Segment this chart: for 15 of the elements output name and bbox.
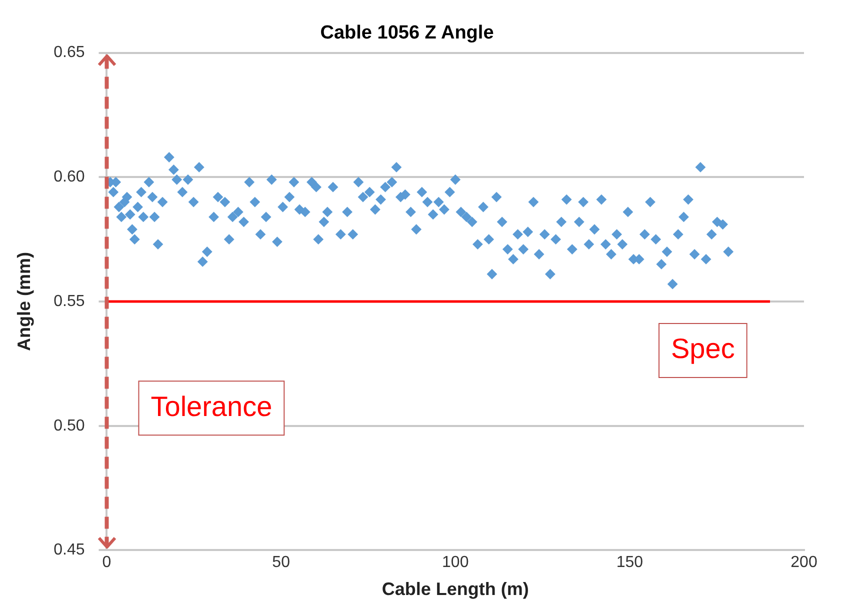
y-tick-label: 0.60 — [54, 168, 85, 186]
y-axis-title: Angle (mm) — [14, 252, 34, 351]
y-tick-label: 0.55 — [54, 292, 85, 310]
y-tick-label: 0.65 — [54, 44, 85, 62]
x-tick-label: 100 — [442, 554, 469, 572]
x-tick-label: 200 — [790, 554, 818, 572]
ref-line-label: Tolerance — [150, 390, 272, 422]
x-tick-label: 50 — [272, 554, 290, 572]
x-tick-label: 0 — [102, 554, 112, 572]
y-tick-label: 0.45 — [54, 542, 85, 559]
x-axis-title: Cable Length (m) — [382, 579, 529, 600]
ref-line-label: Spec — [671, 333, 735, 364]
chart-title: Cable 1056 Z Angle — [320, 22, 494, 44]
x-tick-label: 150 — [616, 554, 644, 572]
y-tick-label: 0.50 — [54, 417, 85, 434]
